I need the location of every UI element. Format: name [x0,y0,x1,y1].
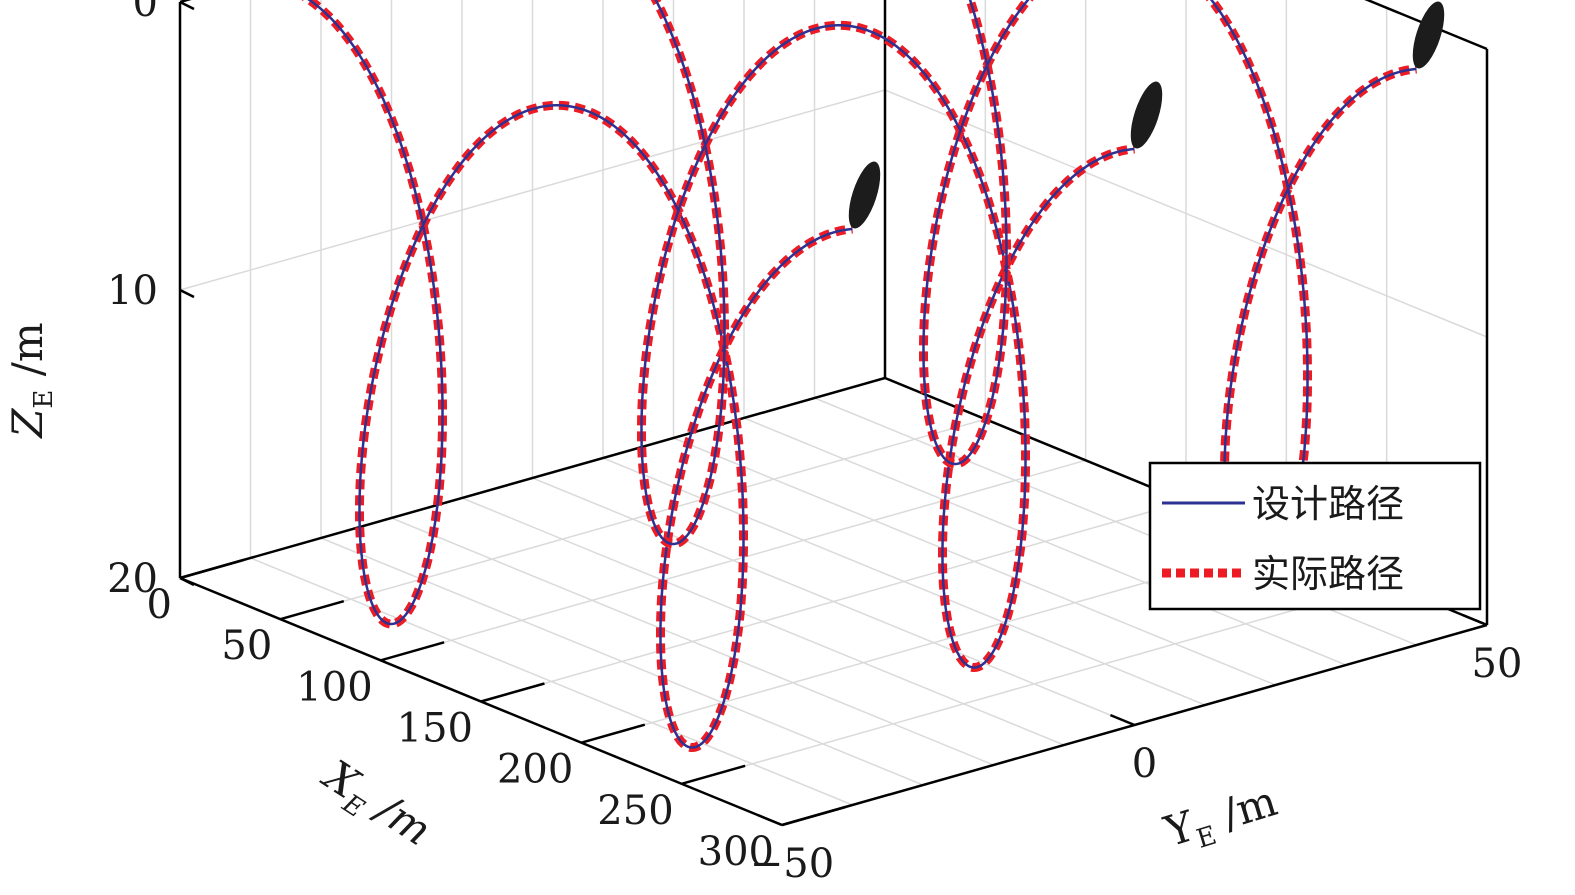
x-tick [279,599,345,621]
y-tick-label: 0 [1132,741,1157,787]
x-tick [681,764,746,786]
y-tick [757,813,783,827]
y-tick [1462,613,1488,627]
x-tick [480,682,545,703]
grid-line [673,437,1276,686]
box-edge [1364,0,1488,51]
y-tick [1109,713,1135,727]
grid-line [743,417,1347,666]
x-tick [781,805,846,827]
grid-line [461,497,1065,746]
x-tick-label: 50 [221,623,272,669]
svg-text:XE /m: XE /m [309,749,439,861]
x-tick [179,558,244,580]
grid-line [884,89,1488,338]
legend: 设计路径 实际路径 [1148,461,1482,611]
y-tick-label: 50 [1472,641,1523,687]
legend-label-design: 设计路径 [1252,482,1404,526]
svg-text:YE /m: YE /m [1158,776,1284,863]
x-tick-label: 0 [147,582,172,628]
x-tick-label: 200 [497,747,573,793]
z-tick [179,576,195,587]
grid-line [602,457,1206,706]
box-layer [178,0,1489,827]
end-marker [848,161,881,229]
z-tick [179,288,195,299]
y-tick-label: −50 [750,841,834,887]
svg-text:ZE /m: ZE /m [3,322,59,440]
series-layer [301,0,1417,752]
z-axis-label: ZE /m [3,322,59,440]
grid-line [179,89,886,291]
end-marker [1412,1,1445,69]
x-tick-label: 250 [597,788,673,834]
grid-line [391,517,994,766]
actual-path-line [301,0,853,752]
x-tick-label: 300 [698,829,774,875]
x-tick [380,641,445,662]
x-tick-label: 100 [296,664,372,710]
z-tick-label: 20 [107,556,158,602]
grid-layer [179,0,1488,826]
design-path-line [640,0,1135,669]
x-axis-label: XE /m [309,749,439,861]
z-tick-label: 10 [107,268,158,314]
x-tick-label: 150 [397,706,473,752]
x-tick [580,723,646,744]
actual-path-line [637,0,1135,672]
y-axis-label: YE /m [1158,776,1284,863]
box-edge [179,376,886,580]
grid-line [250,557,853,806]
grid-line [532,477,1135,726]
tick-layer: 0 50 100 150 200 250 300−50 0 50 0 10 20 [107,0,1522,887]
legend-label-actual: 实际路径 [1252,552,1404,596]
marker-layer [848,1,1445,229]
legend-box [1148,461,1482,611]
end-marker [1130,81,1163,149]
design-path-line [307,0,853,749]
z-tick [179,0,195,11]
z-tick-label: 0 [133,0,158,26]
